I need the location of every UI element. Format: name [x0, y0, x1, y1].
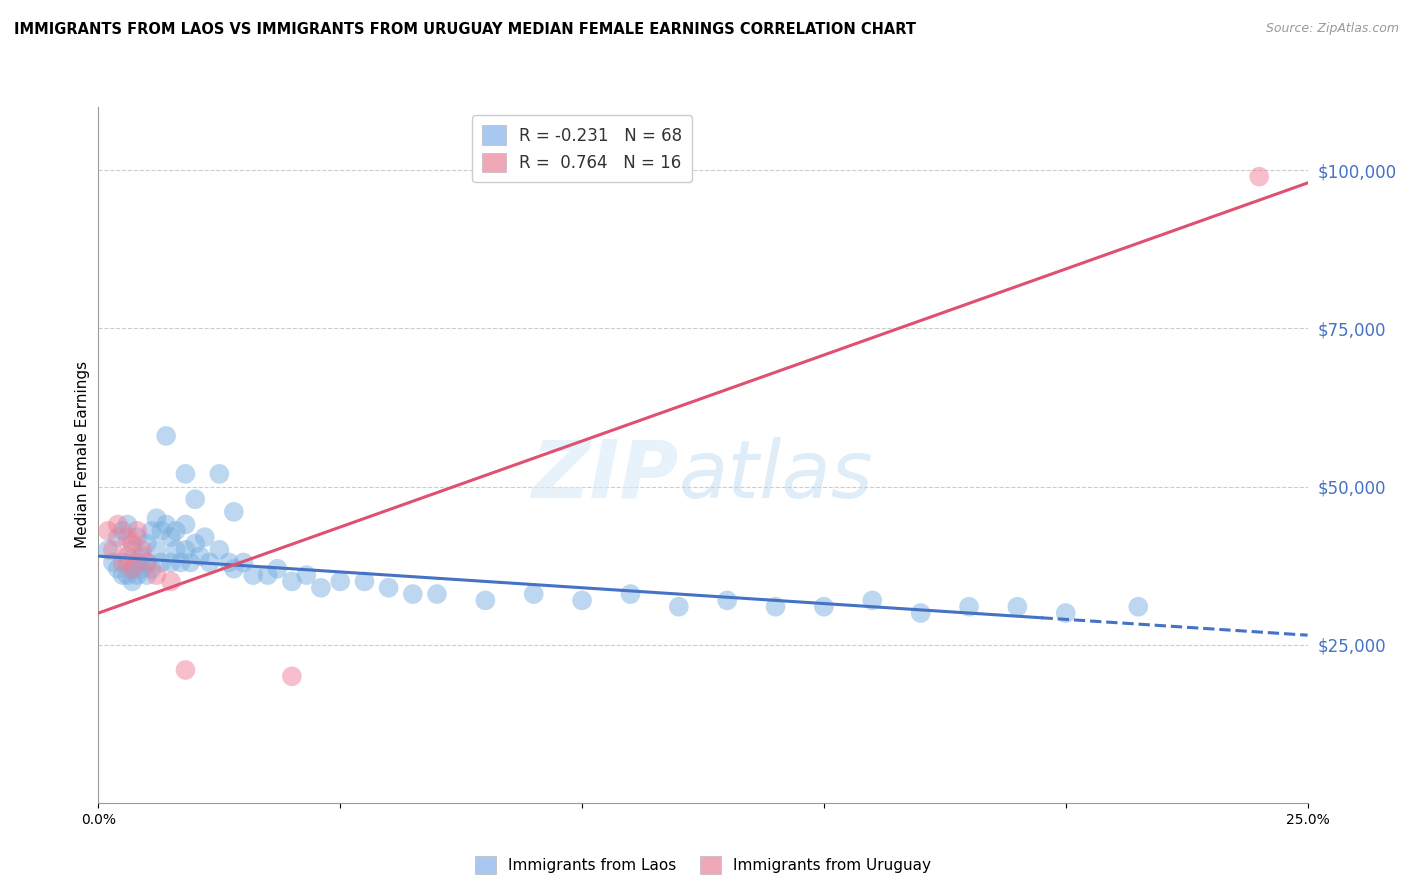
Point: [135, 568, 157, 582]
Point: [111, 556, 134, 570]
Point: [169, 556, 191, 570]
Point: [329, 574, 352, 589]
Point: [135, 556, 157, 570]
Point: [107, 562, 129, 576]
Point: [179, 556, 201, 570]
Point: [232, 556, 254, 570]
Point: [145, 568, 167, 582]
Point: [523, 587, 546, 601]
Point: [668, 599, 690, 614]
Point: [121, 562, 143, 576]
Point: [117, 568, 139, 582]
Point: [295, 568, 318, 582]
Point: [571, 593, 593, 607]
Point: [97, 524, 120, 538]
Point: [813, 599, 835, 614]
Point: [111, 524, 134, 538]
Point: [957, 599, 980, 614]
Point: [141, 562, 163, 576]
Point: [145, 542, 167, 557]
Point: [174, 467, 197, 481]
Text: IMMIGRANTS FROM LAOS VS IMMIGRANTS FROM URUGUAY MEDIAN FEMALE EARNINGS CORRELATI: IMMIGRANTS FROM LAOS VS IMMIGRANTS FROM …: [14, 22, 917, 37]
Point: [222, 562, 245, 576]
Point: [127, 524, 149, 538]
Point: [101, 556, 124, 570]
Point: [101, 542, 124, 557]
Point: [188, 549, 211, 563]
Point: [208, 467, 231, 481]
Point: [117, 556, 139, 570]
Point: [765, 599, 787, 614]
Point: [141, 524, 163, 538]
Point: [107, 517, 129, 532]
Point: [135, 536, 157, 550]
Point: [860, 593, 883, 607]
Point: [353, 574, 375, 589]
Point: [309, 581, 332, 595]
Point: [155, 429, 177, 443]
Point: [155, 517, 177, 532]
Point: [174, 542, 197, 557]
Point: [131, 549, 153, 563]
Point: [117, 549, 139, 563]
Point: [150, 524, 173, 538]
Point: [127, 568, 149, 582]
Point: [121, 574, 143, 589]
Point: [160, 556, 183, 570]
Point: [281, 574, 304, 589]
Point: [121, 536, 143, 550]
Point: [121, 542, 143, 557]
Text: ZIP: ZIP: [531, 437, 679, 515]
Legend: R = -0.231   N = 68, R =  0.764   N = 16: R = -0.231 N = 68, R = 0.764 N = 16: [472, 115, 692, 182]
Legend: Immigrants from Laos, Immigrants from Uruguay: Immigrants from Laos, Immigrants from Ur…: [468, 850, 938, 880]
Point: [184, 492, 207, 507]
Point: [377, 581, 399, 595]
Point: [619, 587, 641, 601]
Point: [474, 593, 496, 607]
Point: [117, 530, 139, 544]
Point: [107, 530, 129, 544]
Point: [218, 556, 240, 570]
Point: [1128, 599, 1150, 614]
Point: [716, 593, 738, 607]
Text: Source: ZipAtlas.com: Source: ZipAtlas.com: [1265, 22, 1399, 36]
Point: [194, 530, 217, 544]
Point: [160, 530, 183, 544]
Point: [184, 536, 207, 550]
Point: [402, 587, 425, 601]
Point: [256, 568, 278, 582]
Point: [145, 511, 167, 525]
Point: [281, 669, 304, 683]
Point: [135, 556, 157, 570]
Point: [910, 606, 932, 620]
Point: [111, 568, 134, 582]
Point: [174, 663, 197, 677]
Point: [1054, 606, 1077, 620]
Point: [150, 556, 173, 570]
Point: [97, 542, 120, 557]
Point: [165, 524, 187, 538]
Point: [131, 562, 153, 576]
Point: [121, 562, 143, 576]
Point: [160, 574, 183, 589]
Point: [174, 517, 197, 532]
Point: [117, 517, 139, 532]
Point: [131, 542, 153, 557]
Point: [127, 530, 149, 544]
Point: [222, 505, 245, 519]
Point: [165, 542, 187, 557]
Point: [266, 562, 288, 576]
Point: [1007, 599, 1029, 614]
Point: [198, 556, 221, 570]
Point: [1249, 169, 1271, 184]
Point: [242, 568, 264, 582]
Point: [426, 587, 449, 601]
Y-axis label: Median Female Earnings: Median Female Earnings: [75, 361, 90, 549]
Text: atlas: atlas: [679, 437, 873, 515]
Point: [208, 542, 231, 557]
Point: [127, 556, 149, 570]
